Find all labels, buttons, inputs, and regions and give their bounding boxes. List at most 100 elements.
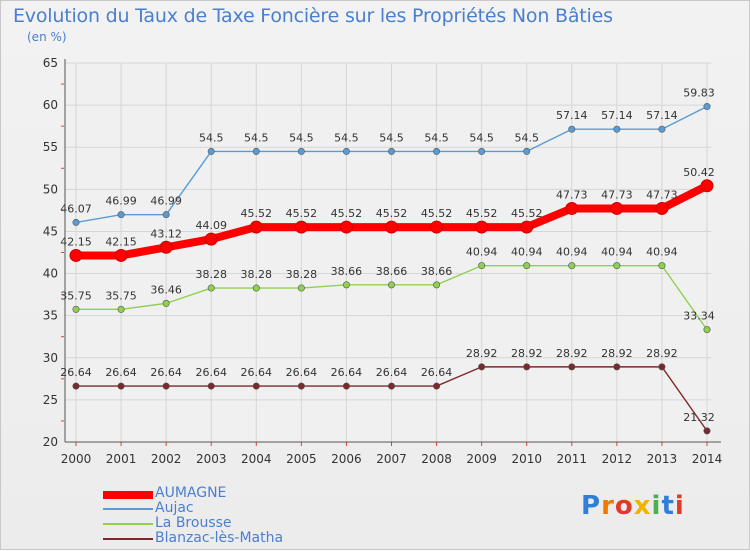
x-tick-label: 2011 xyxy=(557,452,588,466)
data-label-aujac: 59.83 xyxy=(683,87,715,100)
data-point-aujac xyxy=(207,147,215,155)
data-point-la-brousse xyxy=(478,262,486,270)
data-label-la-brousse: 38.66 xyxy=(376,265,408,278)
data-point-blanzac-l-s-matha xyxy=(703,427,711,435)
data-label-aumagne: 42.15 xyxy=(105,235,137,248)
data-label-blanzac-l-s-matha: 28.92 xyxy=(511,347,543,360)
data-label-aumagne: 47.73 xyxy=(556,188,588,201)
data-label-aumagne: 45.52 xyxy=(466,207,498,220)
data-label-blanzac-l-s-matha: 26.64 xyxy=(105,366,137,379)
data-label-la-brousse: 38.28 xyxy=(241,268,273,281)
data-label-blanzac-l-s-matha: 26.64 xyxy=(286,366,318,379)
data-label-blanzac-l-s-matha: 26.64 xyxy=(195,366,227,379)
data-point-aumagne xyxy=(520,220,534,234)
data-point-la-brousse xyxy=(207,284,215,292)
data-label-aumagne: 43.12 xyxy=(150,227,182,240)
data-point-aujac xyxy=(72,218,80,226)
legend-swatch-aumagne xyxy=(103,491,153,499)
data-label-aumagne: 44.09 xyxy=(195,219,227,232)
data-point-la-brousse xyxy=(523,262,531,270)
data-point-la-brousse xyxy=(162,299,170,307)
y-tick-label: 60 xyxy=(43,98,58,112)
data-point-aujac xyxy=(613,125,621,133)
data-point-blanzac-l-s-matha xyxy=(342,382,350,390)
x-tick-label: 2002 xyxy=(151,452,182,466)
x-tick-label: 2000 xyxy=(61,452,92,466)
data-point-aumagne xyxy=(610,201,624,215)
data-label-aumagne: 45.52 xyxy=(286,207,318,220)
data-point-la-brousse xyxy=(387,281,395,289)
data-label-blanzac-l-s-matha: 26.64 xyxy=(376,366,408,379)
data-label-la-brousse: 40.94 xyxy=(556,246,588,259)
data-point-aumagne xyxy=(700,179,714,193)
x-tick-label: 2012 xyxy=(602,452,633,466)
data-label-aumagne: 47.73 xyxy=(646,188,678,201)
y-tick-label: 40 xyxy=(43,267,58,281)
y-tick-label: 25 xyxy=(43,393,58,407)
data-label-aujac: 54.5 xyxy=(334,131,359,144)
chart-title: Evolution du Taux de Taxe Foncière sur l… xyxy=(13,5,613,27)
data-point-la-brousse xyxy=(613,262,621,270)
data-point-la-brousse xyxy=(433,281,441,289)
data-point-blanzac-l-s-matha xyxy=(568,363,576,371)
data-label-aumagne: 42.15 xyxy=(60,235,92,248)
data-label-la-brousse: 38.66 xyxy=(421,265,453,278)
data-label-la-brousse: 40.94 xyxy=(511,246,543,259)
data-point-aumagne xyxy=(114,248,128,262)
data-point-la-brousse xyxy=(342,281,350,289)
logo-letter: i xyxy=(674,491,685,521)
data-point-aumagne xyxy=(655,201,669,215)
data-label-blanzac-l-s-matha: 26.64 xyxy=(331,366,363,379)
data-point-la-brousse xyxy=(568,262,576,270)
data-label-blanzac-l-s-matha: 21.32 xyxy=(683,411,715,424)
data-label-blanzac-l-s-matha: 28.92 xyxy=(556,347,588,360)
data-label-aujac: 57.14 xyxy=(556,109,588,122)
data-point-blanzac-l-s-matha xyxy=(523,363,531,371)
data-point-aujac xyxy=(478,147,486,155)
logo-letter: o xyxy=(614,491,634,521)
data-label-aujac: 54.5 xyxy=(379,131,404,144)
data-label-aujac: 46.07 xyxy=(60,202,92,215)
y-tick-label: 55 xyxy=(43,140,58,154)
logo-letter: r xyxy=(601,491,615,521)
legend-label-aumagne: AUMAGNE xyxy=(155,485,227,501)
data-point-aumagne xyxy=(430,220,444,234)
data-label-la-brousse: 40.94 xyxy=(601,246,633,259)
data-point-aujac xyxy=(703,103,711,111)
y-tick-label: 30 xyxy=(43,351,58,365)
data-point-blanzac-l-s-matha xyxy=(117,382,125,390)
data-point-aujac xyxy=(252,147,260,155)
legend-swatch-la-brousse xyxy=(103,523,153,525)
data-point-aujac xyxy=(568,125,576,133)
data-label-aumagne: 45.52 xyxy=(511,207,543,220)
data-label-aujac: 54.5 xyxy=(469,131,494,144)
y-tick-label: 65 xyxy=(43,56,58,70)
plot-area xyxy=(65,63,711,442)
data-label-blanzac-l-s-matha: 28.92 xyxy=(646,347,678,360)
legend-swatch-blanzac xyxy=(103,538,153,540)
data-label-aumagne: 45.52 xyxy=(331,207,363,220)
data-label-aujac: 54.5 xyxy=(244,131,269,144)
x-tick-label: 2005 xyxy=(286,452,317,466)
logo-letter: t xyxy=(661,491,675,521)
data-point-aumagne xyxy=(159,240,173,254)
data-point-blanzac-l-s-matha xyxy=(207,382,215,390)
data-point-aumagne xyxy=(204,232,218,246)
data-label-aumagne: 45.52 xyxy=(241,207,273,220)
data-point-blanzac-l-s-matha xyxy=(658,363,666,371)
data-point-la-brousse xyxy=(252,284,260,292)
x-tick-label: 2007 xyxy=(376,452,407,466)
data-point-aujac xyxy=(342,147,350,155)
data-label-la-brousse: 35.75 xyxy=(105,289,137,302)
data-label-la-brousse: 35.75 xyxy=(60,289,92,302)
data-point-la-brousse xyxy=(658,262,666,270)
data-point-aujac xyxy=(162,211,170,219)
data-point-la-brousse xyxy=(297,284,305,292)
data-label-blanzac-l-s-matha: 28.92 xyxy=(466,347,498,360)
data-point-aumagne xyxy=(475,220,489,234)
data-point-aumagne xyxy=(339,220,353,234)
data-label-la-brousse: 40.94 xyxy=(466,246,498,259)
data-label-aujac: 46.99 xyxy=(105,195,137,208)
